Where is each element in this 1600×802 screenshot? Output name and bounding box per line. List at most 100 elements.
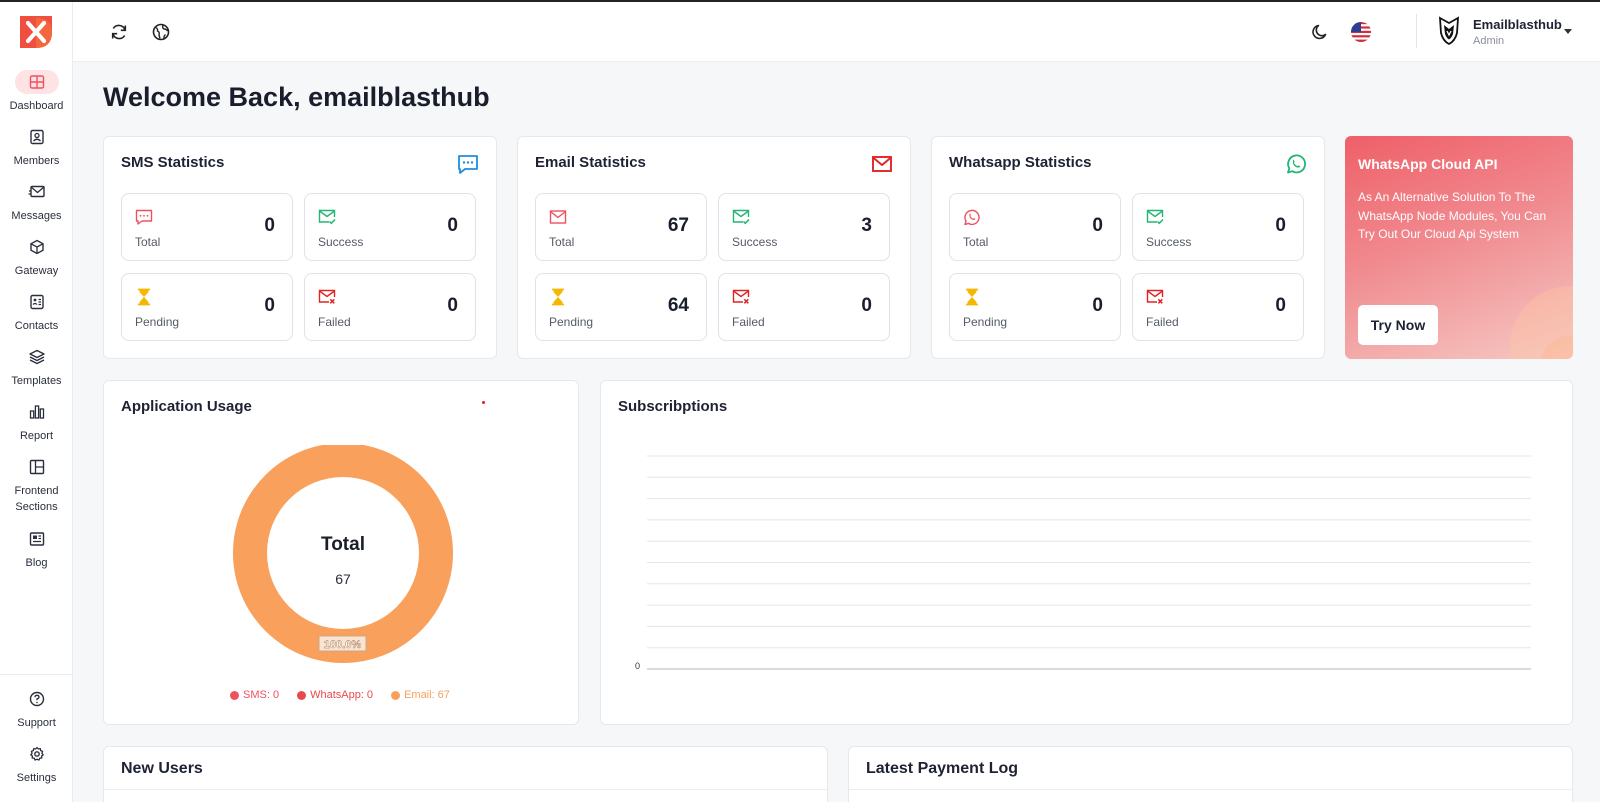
- grid-icon: [29, 75, 44, 89]
- stat-total[interactable]: Total 0: [121, 193, 293, 261]
- legend-label: Email: 67: [404, 689, 450, 701]
- card-title: Whatsapp Statistics: [949, 154, 1092, 171]
- user-name[interactable]: Emailblasthub: [1473, 17, 1562, 32]
- send-mail-icon: [28, 185, 45, 198]
- mail-check-icon: [732, 209, 750, 225]
- new-users-card: New Users: [103, 746, 828, 802]
- sidebar-item-members[interactable]: Members: [0, 125, 73, 180]
- whatsapp-icon: [1287, 154, 1306, 174]
- legend-dot: [230, 690, 239, 700]
- sidebar-item-gateway[interactable]: Gateway: [0, 235, 73, 290]
- stat-label: Pending: [963, 315, 1008, 329]
- sidebar-item-contacts[interactable]: Contacts: [0, 290, 73, 345]
- mail-check-icon: [318, 209, 336, 225]
- legend-item-sms[interactable]: SMS: 0: [230, 689, 279, 701]
- stat-value: 0: [1275, 215, 1286, 236]
- sidebar-item-frontend-sections[interactable]: Frontend Sections: [0, 455, 73, 527]
- stat-label: Total: [963, 235, 989, 249]
- mail-check-icon: [1146, 209, 1164, 225]
- gear-icon: [29, 746, 44, 761]
- sms-statistics-card: SMS Statistics Total 0 Success 0 Pending…: [103, 136, 497, 359]
- sidebar-item-report[interactable]: Report: [0, 400, 73, 455]
- sidebar-item-templates[interactable]: Templates: [0, 345, 73, 400]
- whatsapp-icon: [964, 209, 980, 226]
- donut-slice-email[interactable]: [233, 445, 453, 663]
- bar-chart-icon: [29, 405, 44, 419]
- sidebar-nav: Dashboard Members Messages Gateway Conta…: [0, 70, 73, 582]
- us-flag-icon[interactable]: [1351, 22, 1371, 42]
- avatar[interactable]: [1434, 16, 1464, 46]
- card-title: SMS Statistics: [121, 154, 225, 171]
- stat-label: Pending: [135, 315, 180, 329]
- stat-value: 0: [1092, 295, 1103, 316]
- sidebar-item-support[interactable]: Support: [0, 687, 73, 742]
- stat-label: Total: [549, 235, 575, 249]
- top-border: [0, 0, 1600, 2]
- stat-value: 0: [447, 215, 458, 236]
- stat-label: Failed: [732, 315, 765, 329]
- sidebar-item-label: Gateway: [14, 265, 59, 277]
- stat-success[interactable]: Success 0: [1132, 193, 1304, 261]
- mail-x-icon: [318, 289, 336, 304]
- sidebar-item-label: Blog: [25, 557, 48, 569]
- card-title: Latest Payment Log: [866, 760, 1019, 777]
- sidebar-item-settings[interactable]: Settings: [0, 742, 73, 797]
- sidebar-item-label: Members: [13, 155, 60, 167]
- hourglass-icon: [138, 288, 150, 306]
- usage-donut-chart[interactable]: Total 67 100.0%: [230, 445, 460, 675]
- sidebar-bottom: Support Settings: [0, 674, 73, 797]
- user-role: Admin: [1473, 35, 1505, 47]
- stat-label: Failed: [1146, 315, 1179, 329]
- legend-label: SMS: 0: [243, 689, 280, 701]
- stat-pending[interactable]: Pending 64: [535, 273, 707, 341]
- mail-icon: [872, 156, 892, 172]
- layers-icon: [28, 349, 45, 365]
- sidebar: Dashboard Members Messages Gateway Conta…: [0, 0, 73, 802]
- promo-description: As An Alternative Solution To The WhatsA…: [1358, 190, 1547, 241]
- sidebar-item-label: Templates: [11, 375, 62, 387]
- chevron-down-icon[interactable]: [1564, 29, 1572, 34]
- slice-percent-label: 100.0%: [324, 639, 362, 651]
- stat-value: 67: [667, 215, 689, 236]
- try-now-button[interactable]: Try Now: [1358, 305, 1438, 345]
- refresh-icon[interactable]: [109, 22, 129, 42]
- stat-success[interactable]: Success 3: [718, 193, 890, 261]
- email-statistics-card: Email Statistics Total 67 Success 3 Pend…: [517, 136, 911, 359]
- globe-icon[interactable]: [151, 22, 171, 42]
- message-icon: [135, 209, 153, 225]
- stat-pending[interactable]: Pending 0: [949, 273, 1121, 341]
- stat-success[interactable]: Success 0: [304, 193, 476, 261]
- legend-dot: [297, 690, 307, 700]
- stat-value: 0: [264, 295, 275, 316]
- dark-mode-moon-icon[interactable]: [1310, 22, 1330, 42]
- donut-center-label: Total: [321, 534, 365, 555]
- sidebar-item-dashboard[interactable]: Dashboard: [0, 70, 73, 125]
- whatsapp-cloud-api-promo: WhatsApp Cloud API As An Alternative Sol…: [1345, 136, 1573, 359]
- stat-value: 0: [1092, 215, 1103, 236]
- hourglass-icon: [966, 288, 978, 306]
- card-title: Subscribptions: [618, 398, 728, 415]
- sidebar-item-blog[interactable]: Blog: [0, 527, 73, 582]
- stat-total[interactable]: Total 67: [535, 193, 707, 261]
- stat-label: Pending: [549, 315, 594, 329]
- mail-x-icon: [732, 289, 750, 304]
- cube-icon: [29, 239, 44, 255]
- stat-label: Total: [135, 235, 161, 249]
- legend-item-whatsapp[interactable]: WhatsApp: 0: [297, 689, 373, 701]
- whatsapp-statistics-card: Whatsapp Statistics Total 0 Success 0 Pe…: [931, 136, 1325, 359]
- stat-failed[interactable]: Failed 0: [718, 273, 890, 341]
- stat-failed[interactable]: Failed 0: [1132, 273, 1304, 341]
- app-logo[interactable]: [18, 14, 54, 50]
- stat-pending[interactable]: Pending 0: [121, 273, 293, 341]
- stat-failed[interactable]: Failed 0: [304, 273, 476, 341]
- help-circle-icon: [29, 691, 44, 707]
- sidebar-item-messages[interactable]: Messages: [0, 180, 73, 235]
- card-title: Application Usage: [121, 398, 252, 415]
- sidebar-item-label: Settings: [16, 772, 57, 784]
- newspaper-icon: [29, 532, 44, 546]
- legend-item-email[interactable]: Email: 67: [391, 689, 450, 701]
- divider: [849, 789, 1572, 790]
- stat-label: Success: [1146, 235, 1192, 249]
- user-card-icon: [29, 129, 44, 145]
- stat-total[interactable]: Total 0: [949, 193, 1121, 261]
